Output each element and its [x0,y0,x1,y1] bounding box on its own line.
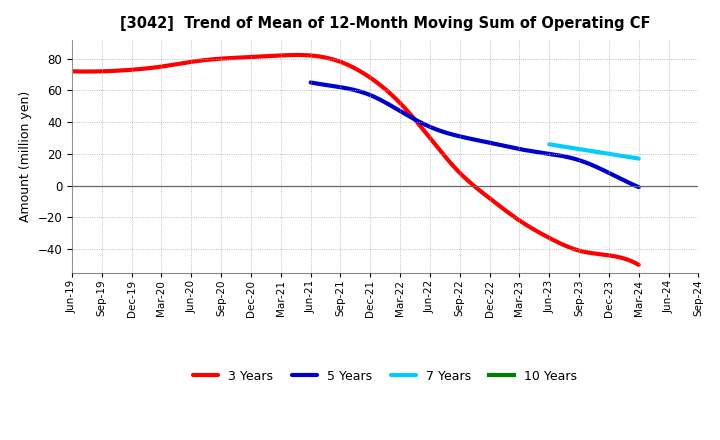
5 Years [500,143,509,149]
7 Years [634,156,643,161]
3 Years [405,110,414,116]
3 Years [407,113,415,118]
7 Years [545,142,554,147]
5 Years [307,80,316,85]
7 Years [545,142,554,147]
3 Years [293,52,302,58]
5 Years [634,184,643,190]
3 Years [583,250,592,255]
7 Years [626,154,635,160]
Line: 3 Years: 3 Years [72,55,639,265]
7 Years [600,150,608,156]
Line: 7 Years: 7 Years [549,144,639,158]
Legend: 3 Years, 5 Years, 7 Years, 10 Years: 3 Years, 5 Years, 7 Years, 10 Years [188,365,582,388]
7 Years [598,150,606,155]
3 Years [70,69,78,74]
3 Years [68,69,76,74]
Y-axis label: Amount (million yen): Amount (million yen) [19,91,32,222]
7 Years [598,150,607,155]
3 Years [547,236,556,242]
5 Years [603,170,612,175]
5 Years [502,143,510,149]
7 Years [621,154,629,159]
Line: 5 Years: 5 Years [310,82,639,187]
Title: [3042]  Trend of Mean of 12-Month Moving Sum of Operating CF: [3042] Trend of Mean of 12-Month Moving … [120,16,650,32]
5 Years [583,161,592,166]
3 Years [416,124,425,129]
5 Years [507,145,516,150]
5 Years [306,80,315,85]
3 Years [634,262,643,268]
